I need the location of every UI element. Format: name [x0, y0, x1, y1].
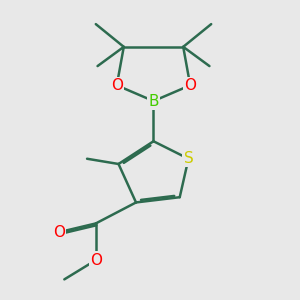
Text: O: O [90, 253, 102, 268]
Text: O: O [184, 78, 196, 93]
Text: S: S [184, 151, 193, 166]
Text: O: O [111, 78, 123, 93]
Text: O: O [53, 225, 65, 240]
Text: B: B [148, 94, 159, 109]
